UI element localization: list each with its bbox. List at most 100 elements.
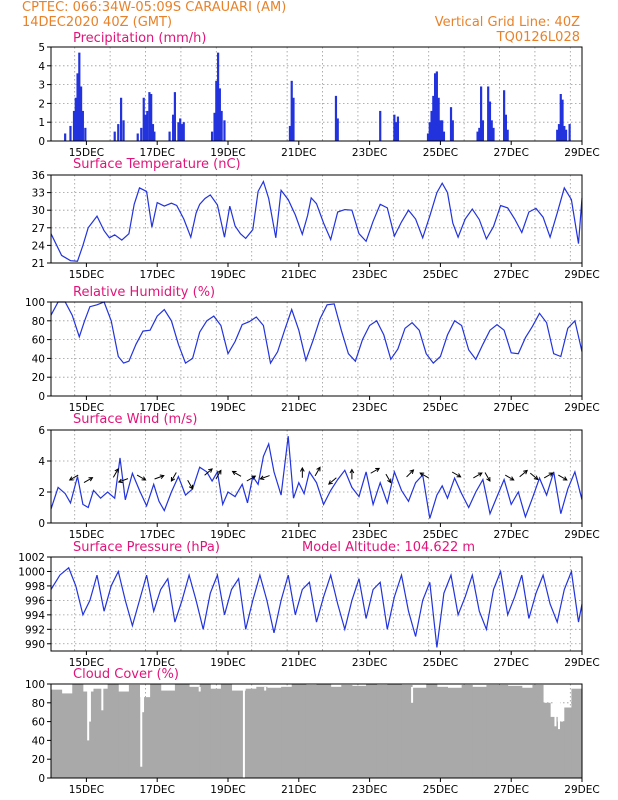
cloud-bar: [189, 686, 201, 778]
wind-barb-head: [477, 472, 483, 477]
x-tick-label: 15DEC: [69, 657, 104, 669]
cloud-gap: [140, 687, 143, 767]
y-tick-label: 36: [32, 170, 46, 182]
precip-bar: [492, 127, 495, 141]
wind-barb: [314, 466, 321, 477]
wind-barb-head: [523, 469, 528, 475]
panel-title: Surface Pressure (hPa): [73, 540, 220, 555]
wind-barb-shaft: [484, 472, 491, 482]
wind-barb-head: [486, 477, 491, 482]
y-tick-label: 992: [25, 624, 45, 636]
panel-frame: [50, 301, 583, 397]
y-tick-label: 2: [38, 98, 45, 110]
cloud-bar: [305, 684, 317, 778]
x-tick-label: 27DEC: [493, 657, 528, 669]
wind-barb-shaft: [215, 470, 222, 480]
x-tick-label: 21DEC: [281, 147, 316, 159]
y-tick-label: 60: [32, 335, 45, 347]
cloud-bar: [199, 684, 211, 778]
y-tick-label: 998: [25, 581, 45, 593]
precip-bar: [179, 118, 182, 141]
precip-bar: [395, 122, 398, 141]
wind-barb-shaft: [328, 477, 337, 485]
x-tick-label: 15DEC: [69, 529, 104, 541]
x-tick-label: 21DEC: [281, 402, 316, 414]
y-tick-label: 994: [25, 610, 45, 622]
wind-barb-head: [208, 468, 213, 473]
panel-frame: [50, 429, 583, 524]
precip-bar: [428, 122, 431, 141]
precip-bar: [433, 73, 437, 141]
precip-bar: [379, 110, 382, 141]
panel-title: Surface Wind (m/s): [73, 412, 197, 427]
header-datetime: 14DEC2020 40Z (GMT): [22, 15, 173, 30]
wind-barb-head: [251, 475, 257, 480]
cloud-bar: [316, 684, 332, 778]
y-tick-label: 100: [25, 679, 45, 691]
precip-bar: [563, 125, 566, 141]
precip-bar: [182, 122, 185, 141]
x-tick-label: 27DEC: [493, 402, 528, 414]
precip-bar: [172, 114, 175, 141]
y-tick-label: 4: [38, 456, 45, 468]
precip-bar: [216, 52, 220, 141]
y-tick-label: 0: [38, 518, 45, 530]
precip-bar: [122, 120, 125, 141]
x-tick-label: 29DEC: [564, 657, 599, 669]
precip-bar: [430, 110, 433, 141]
precip-bar: [393, 114, 396, 141]
cloud-gap: [411, 687, 414, 703]
y-tick-label: 3: [38, 80, 45, 92]
y-tick-label: 100: [25, 297, 45, 309]
cloud-bar: [401, 684, 413, 778]
wind-barb-head: [548, 472, 554, 477]
wind-barb-shaft: [187, 480, 193, 490]
cloud-bar: [210, 688, 222, 778]
x-tick-label: 19DEC: [210, 269, 245, 281]
cloud-bar: [351, 685, 367, 778]
x-tick-label: 29DEC: [564, 402, 599, 414]
x-tick-label: 17DEC: [139, 529, 174, 541]
panel-frame: [50, 683, 583, 779]
wind-barb-shaft: [204, 468, 213, 476]
cloud-bar: [341, 684, 353, 778]
precip-bar: [449, 107, 453, 141]
wind-barb: [529, 472, 539, 481]
precip-bar: [78, 52, 81, 141]
cloud-bar: [51, 689, 63, 778]
precip-bar: [556, 129, 559, 141]
wind-barb-head: [387, 478, 392, 484]
x-tick-label: 17DEC: [139, 147, 174, 159]
panel-1: 0 1 2 3 4 5 15DEC 17DEC 19DEC 21DEC 23DEC 25DEC 27DE…: [38, 31, 599, 159]
precip-bar: [220, 110, 223, 141]
precip-bar: [476, 131, 479, 141]
wind-barb-shaft: [519, 470, 528, 478]
precip-bar: [451, 120, 454, 141]
cloud-bar: [128, 684, 140, 778]
cloud-bar: [93, 688, 109, 778]
wind-barb: [117, 478, 129, 484]
cloud-bar: [245, 688, 257, 778]
wind-barb-shaft: [83, 477, 93, 483]
x-tick-label: 25DEC: [423, 657, 458, 669]
cloud-bar: [550, 716, 558, 778]
wind-barb-head: [231, 470, 237, 476]
precip-bar: [168, 131, 171, 141]
x-tick-label: 27DEC: [493, 147, 528, 159]
cloud-gap: [557, 687, 560, 730]
cloud-bar: [174, 684, 190, 778]
precip-bar: [481, 120, 484, 141]
precip-bar: [396, 116, 400, 141]
y-tick-label: 0: [38, 136, 45, 148]
cloud-bar: [486, 684, 498, 778]
precip-bar: [503, 90, 506, 141]
wind-barb: [451, 471, 462, 478]
panel-2: 21 24 27 30 33 36 15DEC 17DEC 19DEC 21DEC 23DEC 25D…: [32, 157, 600, 281]
x-tick-label: 17DEC: [139, 402, 174, 414]
wind-barb: [68, 474, 79, 481]
precip-bar: [72, 110, 76, 141]
x-tick-label: 29DEC: [564, 784, 599, 796]
wind-barb-shaft: [406, 469, 414, 478]
header-grid-note: Vertical Grid Line: 40Z: [434, 15, 580, 30]
panel-title: Relative Humidity (%): [73, 285, 215, 300]
